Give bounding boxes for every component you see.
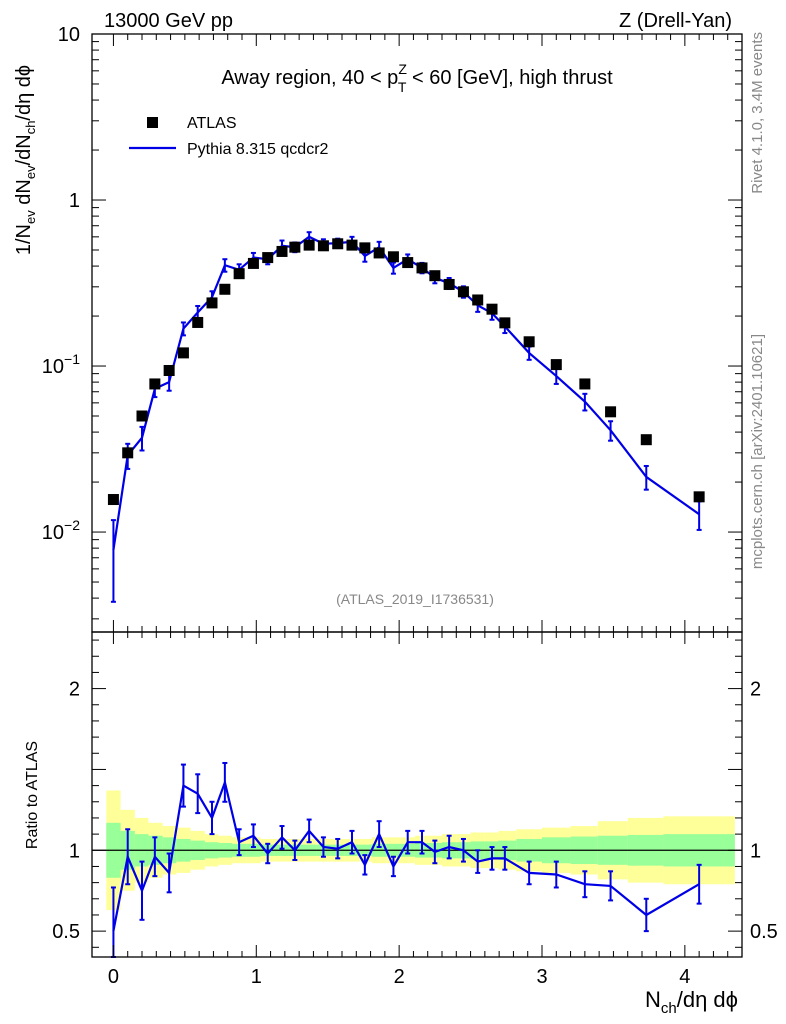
atlas-data-point xyxy=(332,238,344,250)
atlas-data-point xyxy=(429,270,441,282)
legend-pythia-label: Pythia 8.315 qcdcr2 xyxy=(187,141,329,158)
atlas-data-point xyxy=(640,434,652,446)
main-ylabel-a: 1/N xyxy=(13,224,35,255)
atlas-data-point xyxy=(107,494,119,506)
ratio-y-tick-label-right: 2 xyxy=(750,679,761,701)
legend-atlas-marker xyxy=(147,117,158,128)
x-tick-label: 0 xyxy=(108,966,119,988)
atlas-data-point xyxy=(443,278,455,290)
xlabel-a-sub: ch xyxy=(661,1000,677,1017)
atlas-data-point xyxy=(317,240,329,252)
y-tick-label: 1 xyxy=(69,190,80,212)
main-title: Away region, 40 < pZ T < 60 [GeV], high t… xyxy=(221,61,613,95)
ratio-ylabel: Ratio to ATLAS xyxy=(24,741,41,849)
energy-label: 13000 GeV pp xyxy=(104,10,233,32)
main-ylabel-d: /dη dϕ xyxy=(13,65,35,121)
ratio-y-tick-label-right: 1 xyxy=(750,840,761,862)
atlas-data-point xyxy=(523,336,535,348)
main-ylabel-c-sub: ch xyxy=(23,121,38,135)
xlabel-b: /dη dϕ xyxy=(677,987,738,1012)
atlas-data-point xyxy=(416,262,428,274)
ratio-series-line xyxy=(112,778,700,932)
atlas-data-point xyxy=(149,378,161,390)
atlas-data-point xyxy=(177,347,189,359)
atlas-data-point xyxy=(262,252,274,264)
atlas-data-point xyxy=(402,257,414,269)
atlas-data-point xyxy=(219,283,231,295)
atlas-data-point xyxy=(579,378,591,390)
atlas-data-point xyxy=(163,364,175,376)
ratio-axis-ticks: 0 1 2 3 4 2 2 1 1 0.5 0.5 xyxy=(52,632,778,988)
ratio-y-tick-label-left: 1 xyxy=(69,840,80,862)
atlas-data-point xyxy=(457,286,469,298)
main-ylabel-b: dN xyxy=(13,179,35,210)
process-label: Z (Drell-Yan) xyxy=(619,10,732,32)
y-tick-label: 10−1 xyxy=(42,351,80,378)
atlas-data-point xyxy=(359,242,371,254)
ratio-panel: 0 1 2 3 4 2 2 1 1 0.5 0.5 Ratio to ATLAS Nch/dη dϕ xyxy=(24,631,778,1017)
xlabel-a: N xyxy=(645,987,661,1012)
atlas-data-point xyxy=(605,406,617,418)
atlas-data-point xyxy=(373,247,385,259)
mc-series-line xyxy=(112,235,700,551)
x-tick-label: 1 xyxy=(251,966,262,988)
main-ylabel: 1/Nev dNev/dNch/dη dϕ xyxy=(13,65,38,255)
ratio-y-tick-label-right: 0.5 xyxy=(750,921,778,943)
atlas-data-point xyxy=(289,241,301,253)
y-tick-label-exp: −1 xyxy=(64,351,80,367)
atlas-data-point xyxy=(247,257,259,269)
main-title-prefix: Away region, 40 < p xyxy=(221,67,398,89)
ratio-data-layer xyxy=(92,761,742,958)
main-ylabel-a-sub: ev xyxy=(23,210,38,224)
main-title-sub: T xyxy=(398,79,407,95)
atlas-data-point xyxy=(387,251,399,263)
legend: ATLAS Pythia 8.315 qcdcr2 xyxy=(129,115,329,158)
main-ylabel-b-sub: ev xyxy=(23,165,38,179)
x-tick-label: 2 xyxy=(394,966,405,988)
main-title-suffix: < 60 [GeV], high thrust xyxy=(406,67,613,89)
main-title-sup: Z xyxy=(398,61,407,77)
y-tick-label-base: 10 xyxy=(42,522,64,544)
atlas-data-point xyxy=(233,268,245,280)
legend-atlas-label: ATLAS xyxy=(187,115,237,132)
analysis-id-label: (ATLAS_2019_I1736531) xyxy=(336,591,494,607)
main-data-layer xyxy=(107,231,705,603)
x-tick-label: 3 xyxy=(536,966,547,988)
atlas-data-point xyxy=(486,303,498,315)
atlas-data-point xyxy=(303,239,315,251)
atlas-data-point xyxy=(472,294,484,306)
y-tick-label-base: 10 xyxy=(42,356,64,378)
atlas-data-point xyxy=(122,447,134,459)
atlas-data-point xyxy=(276,245,288,257)
atlas-data-point xyxy=(693,491,705,503)
y-tick-label-exp: −2 xyxy=(64,517,80,533)
ratio-y-tick-label-left: 0.5 xyxy=(52,921,80,943)
rivet-version-label: Rivet 4.1.0, 3.4M events xyxy=(749,32,766,194)
x-tick-label: 4 xyxy=(679,966,690,988)
ratio-panel-frame xyxy=(91,631,743,958)
atlas-data-point xyxy=(206,297,218,309)
ratio-y-tick-label-left: 2 xyxy=(69,679,80,701)
atlas-data-point xyxy=(346,239,358,251)
mcplots-label: mcplots.cern.ch [arXiv:2401.10621] xyxy=(749,334,766,569)
xlabel: Nch/dη dϕ xyxy=(645,987,738,1017)
main-ylabel-c: /dN xyxy=(13,134,35,165)
atlas-data-point xyxy=(499,317,511,329)
atlas-data-point xyxy=(136,410,148,422)
y-tick-label: 10−2 xyxy=(42,517,80,544)
y-tick-label: 10 xyxy=(58,24,80,46)
atlas-data-point xyxy=(192,316,204,328)
atlas-data-point xyxy=(550,359,562,371)
